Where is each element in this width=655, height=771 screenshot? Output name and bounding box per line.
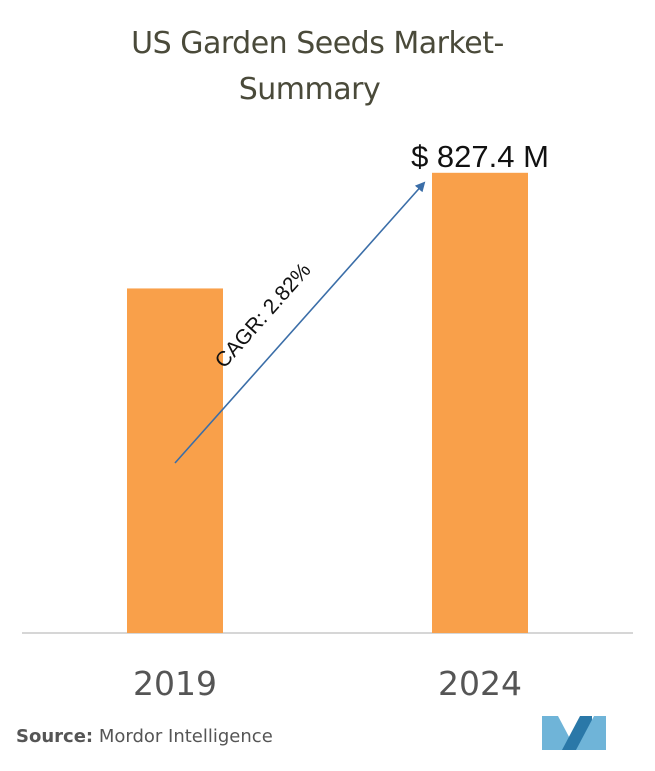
data-label-2024: $ 827.4 M — [411, 139, 549, 174]
x-tick-label-2024: 2024 — [438, 664, 522, 703]
source-text: Mordor Intelligence — [98, 726, 273, 747]
cagr-arrow — [174, 181, 426, 464]
x-tick-label-2019: 2019 — [133, 664, 217, 703]
chart-title-line1: US Garden Seeds Market- — [131, 26, 504, 61]
chart-title-line2: Summary — [238, 72, 381, 107]
source-label: Source: — [16, 726, 94, 747]
bar-2024 — [432, 172, 528, 633]
brand-logo — [542, 716, 606, 750]
bar-2019 — [127, 288, 223, 633]
logo-shape-3 — [576, 716, 606, 750]
source-note: Source: Mordor Intelligence — [16, 726, 273, 747]
cagr-annotation: CAGR: 2.82% — [211, 259, 316, 373]
